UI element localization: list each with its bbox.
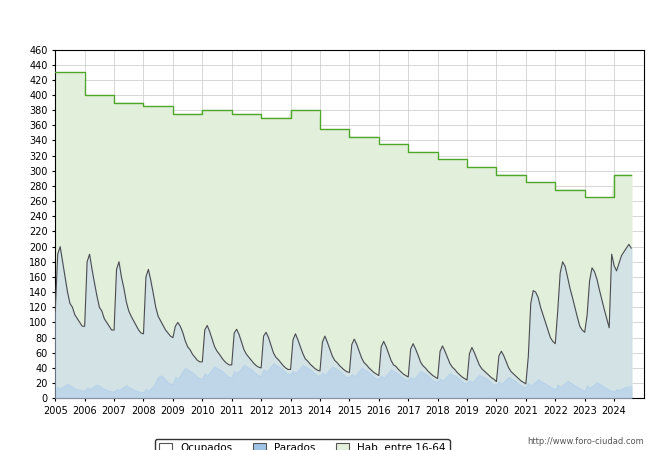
- Text: http://www.foro-ciudad.com: http://www.foro-ciudad.com: [526, 436, 644, 446]
- Legend: Ocupados, Parados, Hab. entre 16-64: Ocupados, Parados, Hab. entre 16-64: [155, 439, 450, 450]
- Text: Colera - Evolucion de la poblacion en edad de Trabajar Septiembre de 2024: Colera - Evolucion de la poblacion en ed…: [75, 17, 575, 30]
